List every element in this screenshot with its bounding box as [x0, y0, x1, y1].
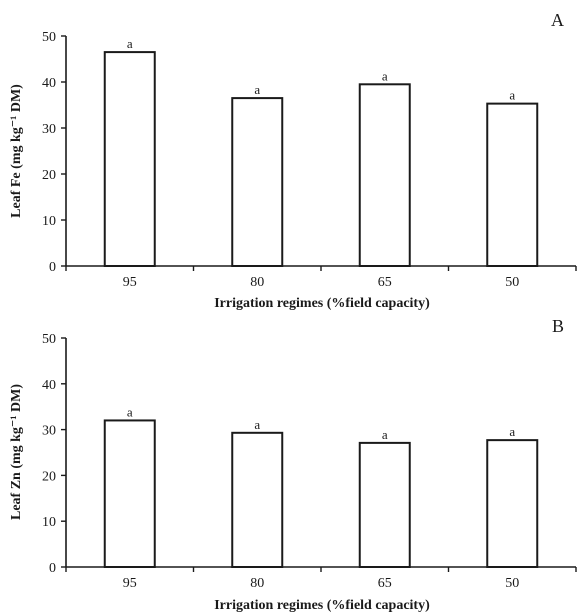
bar-significance-label: a: [382, 68, 388, 83]
x-axis-title: Irrigation regimes (%field capacity): [214, 598, 430, 613]
y-tick-label: 10: [42, 515, 56, 530]
x-tick-label: 50: [505, 275, 519, 290]
panel-a: A Leaf Fe (mg kg⁻¹ DM) Irrigation regime…: [9, 10, 577, 311]
bar-significance-label: a: [127, 36, 133, 51]
bar: [486, 102, 539, 268]
bar: [103, 51, 156, 267]
y-tick-label: 40: [42, 378, 56, 393]
y-tick-label: 10: [42, 214, 56, 229]
bar: [358, 83, 411, 267]
bar: [103, 419, 156, 568]
x-tick-label: 65: [378, 275, 392, 290]
y-axis-title: Leaf Fe (mg kg⁻¹ DM): [9, 84, 24, 218]
bar: [231, 431, 284, 568]
bar: [486, 439, 539, 568]
bar-significance-label: a: [254, 82, 260, 97]
bar: [358, 441, 411, 568]
x-tick-label: 80: [250, 576, 264, 591]
bar-significance-label: a: [509, 88, 515, 103]
y-tick-label: 50: [42, 332, 56, 347]
y-axis-title: Leaf Zn (mg kg⁻¹ DM): [9, 384, 24, 520]
x-tick-label: 65: [378, 576, 392, 591]
bar-significance-label: a: [127, 404, 133, 419]
plot-area: 0 10 20 30 40 50 a 95 a 80 a 65 a 50: [42, 30, 577, 290]
y-tick-label: 30: [42, 122, 56, 137]
y-tick-label: 20: [42, 469, 56, 484]
y-tick-label: 20: [42, 168, 56, 183]
panel-b: B Leaf Zn (mg kg⁻¹ DM) Irrigation regime…: [9, 316, 577, 613]
y-tick-label: 40: [42, 76, 56, 91]
y-tick-label: 0: [49, 561, 56, 576]
bar-significance-label: a: [509, 424, 515, 439]
x-tick-label: 95: [123, 576, 137, 591]
y-tick-label: 50: [42, 30, 56, 45]
bar-significance-label: a: [382, 427, 388, 442]
plot-area: 0 10 20 30 40 50 a 95 a 80 a 65 a 50: [42, 332, 577, 591]
bar: [231, 97, 284, 267]
x-axis-title: Irrigation regimes (%field capacity): [214, 296, 430, 311]
x-tick-label: 95: [123, 275, 137, 290]
panel-label: A: [551, 10, 564, 30]
y-tick-label: 30: [42, 424, 56, 439]
y-tick-label: 0: [49, 260, 56, 275]
bar-significance-label: a: [254, 417, 260, 432]
panel-label: B: [552, 316, 564, 336]
x-tick-label: 50: [505, 576, 519, 591]
x-tick-label: 80: [250, 275, 264, 290]
